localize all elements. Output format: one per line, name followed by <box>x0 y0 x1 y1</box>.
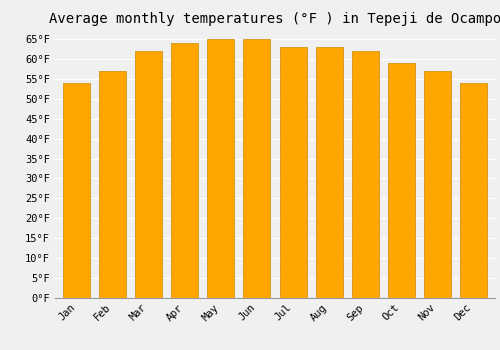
Bar <box>352 51 378 298</box>
Bar <box>316 47 342 298</box>
Bar <box>172 43 198 298</box>
Bar <box>63 83 90 298</box>
Bar <box>135 51 162 298</box>
Bar <box>99 71 126 298</box>
Bar <box>388 63 415 298</box>
Bar <box>244 40 270 298</box>
Bar <box>280 47 306 298</box>
Bar <box>424 71 451 298</box>
Bar <box>208 40 234 298</box>
Title: Average monthly temperatures (°F ) in Tepeji de Ocampo: Average monthly temperatures (°F ) in Te… <box>49 12 500 26</box>
Bar <box>460 83 487 298</box>
